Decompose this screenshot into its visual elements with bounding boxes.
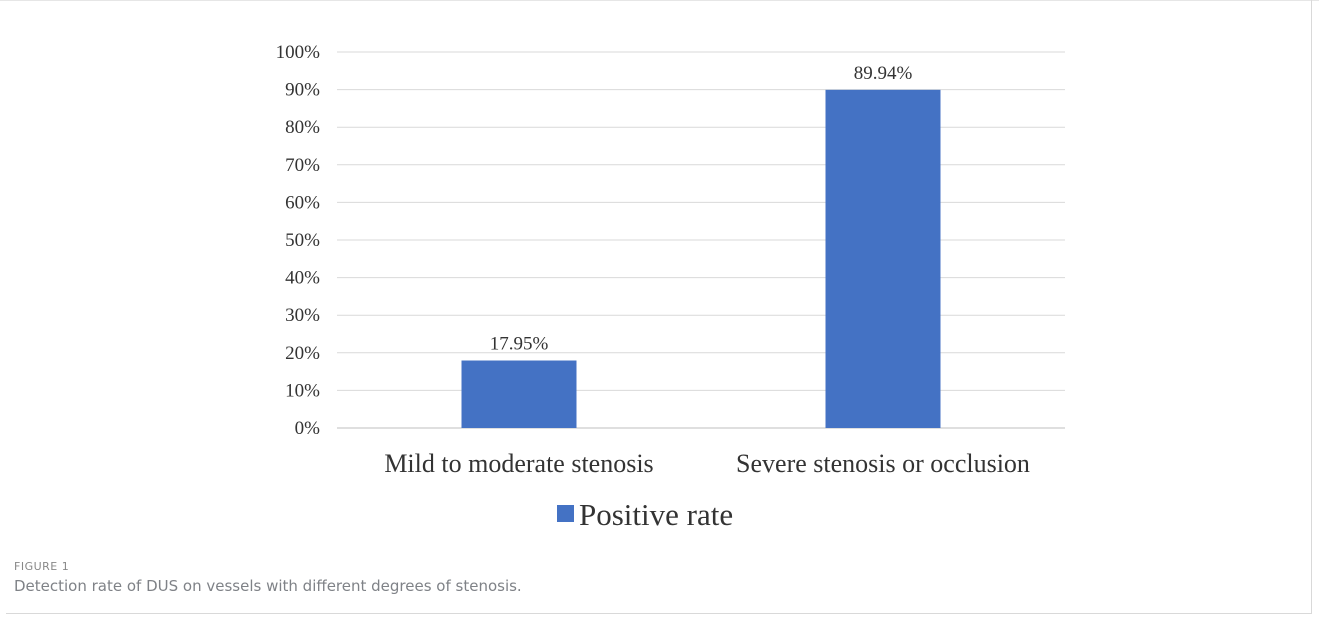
legend-swatch	[557, 505, 574, 522]
bar	[825, 89, 941, 429]
bar-chart: 0% 10% 20% 30% 40% 50% 60% 70% 80% 90% 100% 17.95%…	[276, 42, 1065, 532]
category-labels: Mild to moderate stenosis Severe stenosis…	[384, 449, 1030, 478]
bar	[461, 360, 577, 428]
y-tick-label: 10%	[285, 380, 320, 401]
legend: Positive rate	[557, 497, 733, 532]
data-labels: 17.95% 89.94%	[490, 63, 913, 355]
data-label: 17.95%	[490, 334, 549, 355]
y-tick-label: 70%	[285, 155, 320, 176]
figure-caption: Detection rate of DUS on vessels with di…	[14, 577, 522, 595]
category-label: Mild to moderate stenosis	[384, 449, 653, 478]
bars	[461, 89, 941, 429]
figure-number: FIGURE 1	[14, 560, 70, 573]
y-tick-label: 60%	[285, 192, 320, 213]
y-tick-label: 40%	[285, 268, 320, 289]
y-tick-label: 80%	[285, 117, 320, 138]
y-tick-label: 100%	[276, 42, 321, 63]
y-tick-label: 30%	[285, 305, 320, 326]
y-tick-labels: 0% 10% 20% 30% 40% 50% 60% 70% 80% 90% 100%	[276, 42, 321, 439]
y-tick-label: 0%	[295, 418, 321, 439]
legend-label: Positive rate	[579, 497, 733, 532]
gridlines	[337, 51, 1065, 429]
top-border	[0, 0, 1319, 1]
category-label: Severe stenosis or occlusion	[736, 449, 1030, 478]
y-tick-label: 20%	[285, 343, 320, 364]
figure-frame	[6, 0, 1312, 614]
y-tick-label: 90%	[285, 80, 320, 101]
data-label: 89.94%	[854, 63, 913, 84]
y-tick-label: 50%	[285, 230, 320, 251]
